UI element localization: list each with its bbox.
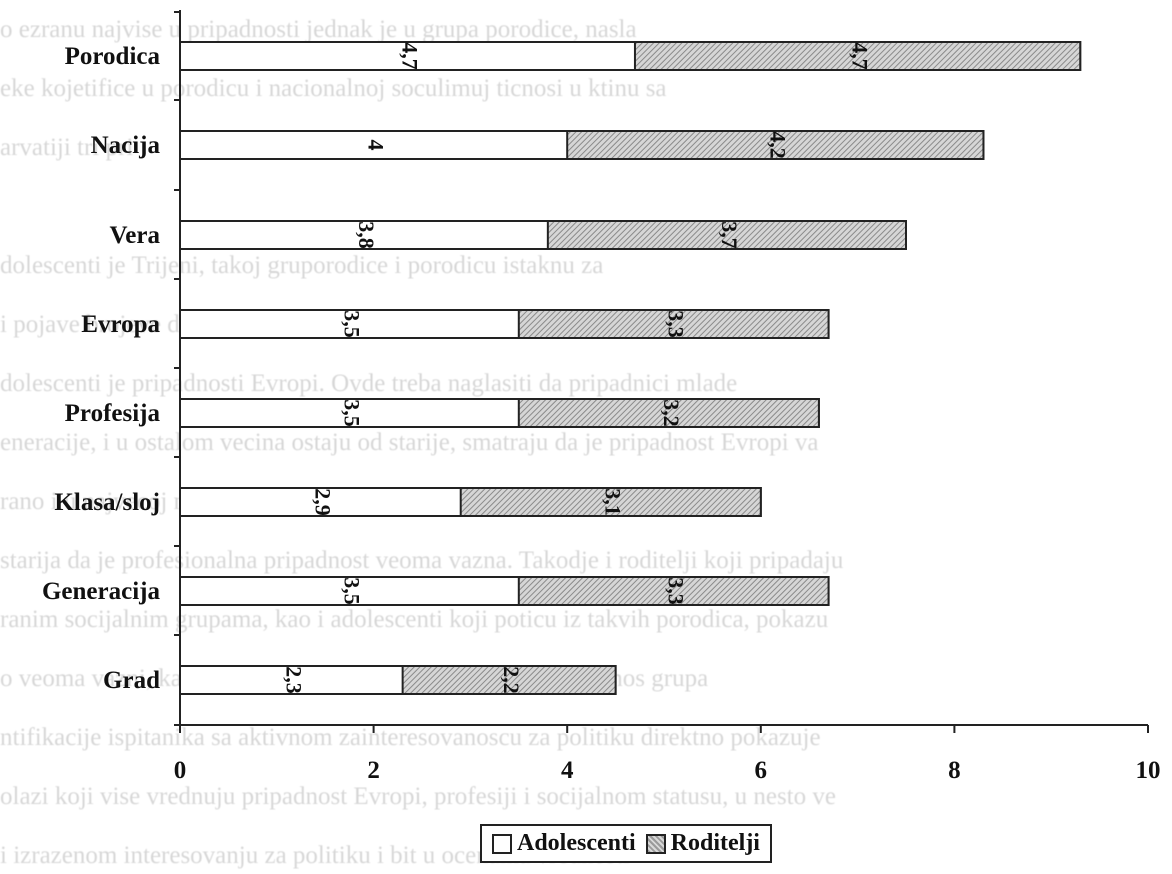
data-label-roditelji: 2,2 bbox=[499, 666, 524, 694]
bar-roditelji bbox=[566, 130, 985, 160]
legend-item-adolescenti: Adolescenti bbox=[492, 830, 636, 857]
category-label: Nacija bbox=[91, 132, 161, 159]
data-label-adolescenti: 3,5 bbox=[339, 399, 364, 427]
data-label-roditelji: 4,2 bbox=[765, 131, 790, 159]
x-tick-label: 6 bbox=[755, 757, 768, 784]
data-label-adolescenti: 3,5 bbox=[339, 310, 364, 338]
background-text-line: eke kojetifice u porodicu i nacionalnoj … bbox=[0, 75, 667, 102]
background-text-line: starija da je profesionalna pripadnost v… bbox=[0, 547, 844, 574]
data-label-adolescenti: 2,3 bbox=[281, 666, 306, 694]
x-tick-label: 4 bbox=[561, 757, 574, 784]
legend-swatch-roditelji bbox=[645, 833, 666, 854]
category-label: Generacija bbox=[42, 578, 161, 605]
background-text-line: olazi koji vise vrednuju pripadnost Evro… bbox=[0, 783, 836, 810]
legend-item-roditelji: Roditelji bbox=[645, 830, 760, 857]
data-label-roditelji: 4,7 bbox=[848, 42, 873, 70]
legend-swatch-adolescenti bbox=[492, 833, 512, 854]
data-label-roditelji: 3,7 bbox=[717, 221, 742, 249]
data-label-adolescenti: 3,5 bbox=[339, 577, 364, 605]
bar-roditelji bbox=[633, 41, 1082, 71]
category-label: Profesija bbox=[65, 400, 161, 427]
bar-roditelji bbox=[401, 665, 617, 695]
x-tick-label: 0 bbox=[174, 757, 187, 784]
bars-layer bbox=[179, 41, 1082, 695]
x-tick-label: 2 bbox=[367, 757, 380, 784]
legend-label-roditelji: Roditelji bbox=[670, 830, 760, 856]
bar-roditelji bbox=[517, 398, 820, 428]
bar-roditelji bbox=[517, 576, 830, 606]
bar-roditelji bbox=[517, 309, 830, 339]
data-label-roditelji: 3,3 bbox=[664, 577, 689, 605]
x-tick-label: 8 bbox=[948, 757, 961, 784]
data-label-roditelji: 3,2 bbox=[659, 399, 684, 427]
legend: Adolescenti Roditelji bbox=[480, 824, 772, 863]
data-label-adolescenti: 4,7 bbox=[397, 42, 422, 70]
data-label-adolescenti: 2,9 bbox=[310, 488, 335, 516]
background-text-line: ntifikacije ispitanika sa aktivnom zaint… bbox=[0, 724, 821, 751]
category-label: Evropa bbox=[81, 311, 160, 338]
background-text-line: ranim socijalnim grupama, kao i adolesce… bbox=[0, 606, 829, 633]
category-label: Klasa/sloj bbox=[54, 489, 160, 516]
category-label: Grad bbox=[103, 667, 160, 694]
background-text-line: dolescenti je Trijeni, takoj gruporodice… bbox=[0, 252, 604, 279]
category-label: Porodica bbox=[65, 43, 161, 70]
labels-layer: 4,7 4,7 Porodica 4 4,2 Nacija 3,8 3,7 Vera 3,5 3,3… bbox=[42, 42, 873, 694]
background-text-line: dolescenti je pripadnosti Evropi. Ovde t… bbox=[0, 370, 738, 397]
background-text-line: o ezranu najvise u pripadnosti jednak je… bbox=[0, 16, 637, 43]
background-text-line: eneracije, i u ostalom vecina ostaju od … bbox=[0, 429, 819, 456]
bar-roditelji bbox=[459, 487, 762, 517]
data-label-adolescenti: 3,8 bbox=[354, 221, 379, 249]
category-label: Vera bbox=[110, 222, 161, 249]
axis-layer: 0 2 4 6 8 10 bbox=[174, 10, 1161, 784]
background-text-line: arvatiji tri pri bbox=[0, 134, 134, 161]
data-label-roditelji: 3,1 bbox=[601, 488, 626, 516]
legend-label-adolescenti: Adolescenti bbox=[517, 830, 636, 856]
bar-roditelji bbox=[546, 220, 908, 250]
data-label-roditelji: 3,3 bbox=[664, 310, 689, 338]
data-label-adolescenti: 4 bbox=[364, 140, 389, 151]
x-tick-label: 10 bbox=[1136, 757, 1161, 784]
